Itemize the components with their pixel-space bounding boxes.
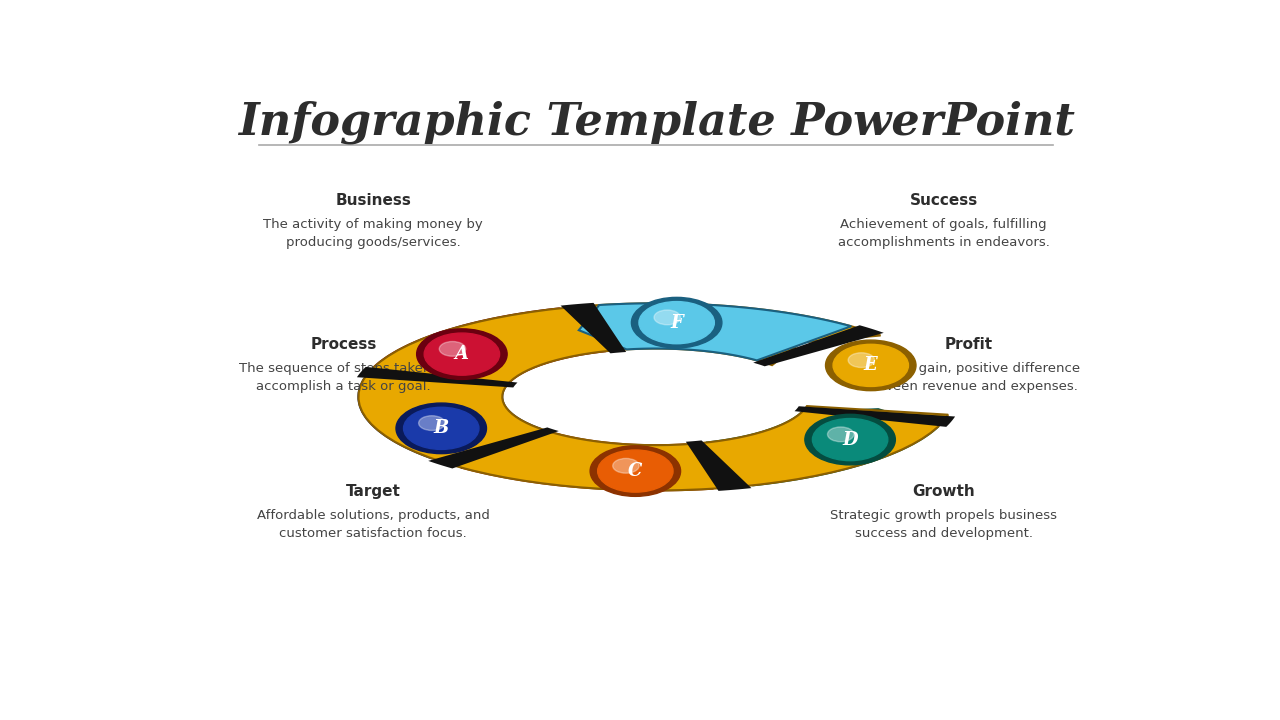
Circle shape xyxy=(631,297,722,348)
Polygon shape xyxy=(561,303,626,354)
Polygon shape xyxy=(753,325,883,366)
Circle shape xyxy=(613,459,639,473)
Circle shape xyxy=(424,333,499,375)
Circle shape xyxy=(403,408,479,449)
Text: Business: Business xyxy=(335,192,411,207)
Circle shape xyxy=(833,344,909,387)
Text: Financial gain, positive difference
between revenue and expenses.: Financial gain, positive difference betw… xyxy=(856,362,1080,393)
Circle shape xyxy=(639,302,714,343)
Polygon shape xyxy=(358,303,948,490)
Text: The activity of making money by
producing goods/services.: The activity of making money by producin… xyxy=(264,218,483,249)
Text: Profit: Profit xyxy=(945,337,992,351)
Circle shape xyxy=(590,446,681,496)
Polygon shape xyxy=(461,433,733,490)
Circle shape xyxy=(827,427,854,441)
Text: Success: Success xyxy=(910,192,978,207)
Text: Process: Process xyxy=(310,337,376,351)
Circle shape xyxy=(598,450,673,492)
Circle shape xyxy=(396,403,486,454)
Text: D: D xyxy=(842,431,858,449)
Text: Achievement of goals, fulfilling
accomplishments in endeavors.: Achievement of goals, fulfilling accompl… xyxy=(837,218,1050,249)
Text: Strategic growth propels business
success and development.: Strategic growth propels business succes… xyxy=(831,509,1057,540)
Text: Growth: Growth xyxy=(913,484,975,499)
Text: Affordable solutions, products, and
customer satisfaction focus.: Affordable solutions, products, and cust… xyxy=(257,509,490,540)
Polygon shape xyxy=(357,367,517,387)
Text: F: F xyxy=(671,314,684,332)
Text: The sequence of steps taken to
accomplish a task or goal.: The sequence of steps taken to accomplis… xyxy=(238,362,448,393)
Text: Infographic Template PowerPoint: Infographic Template PowerPoint xyxy=(238,101,1074,144)
Circle shape xyxy=(439,341,466,356)
Circle shape xyxy=(417,329,507,379)
Text: B: B xyxy=(434,419,449,437)
Polygon shape xyxy=(686,441,751,491)
Circle shape xyxy=(654,310,681,325)
Polygon shape xyxy=(707,409,937,485)
Circle shape xyxy=(813,418,888,461)
Circle shape xyxy=(849,353,874,367)
Text: Target: Target xyxy=(346,484,401,499)
Circle shape xyxy=(826,340,916,391)
Polygon shape xyxy=(795,406,955,427)
Circle shape xyxy=(805,414,895,465)
Polygon shape xyxy=(375,308,605,384)
Polygon shape xyxy=(429,428,559,469)
Circle shape xyxy=(419,415,445,431)
Polygon shape xyxy=(579,303,851,361)
Text: E: E xyxy=(864,356,878,374)
Text: C: C xyxy=(628,462,643,480)
Polygon shape xyxy=(358,379,540,458)
Text: A: A xyxy=(454,345,468,363)
